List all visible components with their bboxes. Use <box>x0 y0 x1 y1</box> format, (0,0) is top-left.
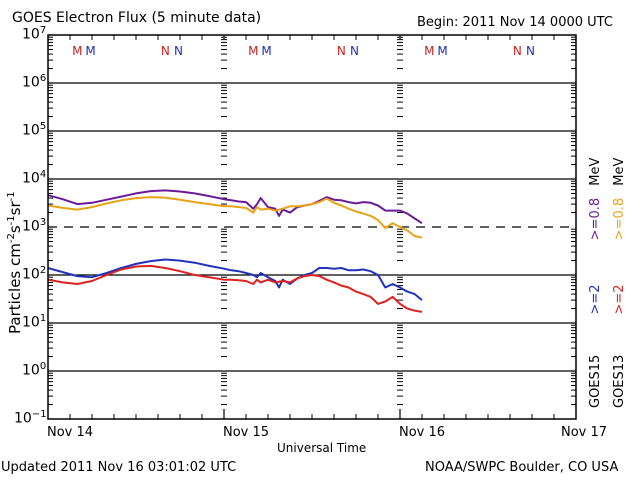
x-tick-label: Nov 17 <box>561 425 608 440</box>
marker-n: N <box>350 44 359 58</box>
y-tick-exponent: 1 <box>39 313 47 324</box>
y-tick-label: 103 <box>22 217 46 235</box>
axis-ticks <box>48 35 576 419</box>
y-tick-label: 100 <box>22 361 46 379</box>
marker-n: N <box>161 44 170 58</box>
y-tick-base: 10 <box>22 170 40 187</box>
y-tick-label: 104 <box>22 169 46 187</box>
y-tick-label: 105 <box>22 121 46 139</box>
x-tick-label: Nov 15 <box>223 425 270 440</box>
legend-goes15-sat: GOES15 <box>588 354 603 408</box>
series-line-goes15-2-mev <box>47 258 423 301</box>
marker-n: N <box>513 44 522 58</box>
x-tick-label: Nov 14 <box>47 425 94 440</box>
series-layer <box>47 189 423 313</box>
marker-m: M <box>85 44 95 58</box>
y-tick-exponent: 2 <box>39 265 47 276</box>
y-axis-label-s: s <box>6 225 24 234</box>
y-tick-label: 107 <box>22 25 46 43</box>
legend-col-goes13: GOES13 >=2 >=0.8 MeV <box>612 158 627 408</box>
y-tick-label: 10−1 <box>14 409 47 427</box>
y-axis-label-exp3: -1 <box>6 191 17 202</box>
y-tick-base: 10 <box>22 218 40 235</box>
marker-m: M <box>437 44 447 58</box>
legend-goes15-08mev: >=0.8 <box>588 197 603 241</box>
series-line-goes13-0-8-mev <box>47 196 423 239</box>
marker-n: N <box>174 44 183 58</box>
y-tick-exponent: 3 <box>39 217 47 228</box>
y-tick-base: 10 <box>22 266 40 283</box>
y-tick-exponent: 5 <box>39 121 47 132</box>
grid-lines <box>48 82 576 372</box>
y-tick-label: 102 <box>22 265 46 283</box>
y-axis-label-main: Particles cm <box>6 243 24 334</box>
chart-title: GOES Electron Flux (5 minute data) <box>12 10 262 26</box>
marker-m: M <box>72 44 82 58</box>
legend-goes13-unit: MeV <box>612 157 627 186</box>
y-axis-label-exp1: -2 <box>6 233 17 244</box>
series-line-goes13-2-mev <box>47 264 423 313</box>
legend-goes15-unit: MeV <box>588 157 603 186</box>
legend-goes15-2mev: >=2 <box>588 284 603 315</box>
footer-source: NOAA/SWPC Boulder, CO USA <box>425 460 619 475</box>
y-tick-base: 10 <box>22 74 40 91</box>
y-tick-exponent: 4 <box>39 169 47 180</box>
marker-m: M <box>424 44 434 58</box>
y-tick-base: 10 <box>22 26 40 43</box>
y-axis-label-exp2: -1 <box>6 215 17 226</box>
footer-updated: Updated 2011 Nov 16 03:01:02 UTC <box>1 460 237 475</box>
plot-frame <box>47 34 577 420</box>
x-axis-label: Universal Time <box>277 441 367 455</box>
y-tick-base: 10 <box>22 122 40 139</box>
marker-n: N <box>526 44 535 58</box>
legend-goes13-2mev: >=2 <box>612 284 627 315</box>
y-tick-exponent: 6 <box>39 73 47 84</box>
y-tick-label: 101 <box>22 313 46 331</box>
y-tick-base: 10 <box>22 362 40 379</box>
marker-m: M <box>248 44 258 58</box>
legend-col-goes15: GOES15 >=2 >=0.8 MeV <box>588 158 603 408</box>
begin-label: Begin: 2011 Nov 14 0000 UTC <box>417 15 613 30</box>
marker-m: M <box>261 44 271 58</box>
y-tick-base: 10 <box>14 410 32 427</box>
series-line-goes15-0-8-mev <box>47 189 423 225</box>
marker-n: N <box>337 44 346 58</box>
y-tick-exponent: 7 <box>39 25 47 36</box>
legend-goes13-sat: GOES13 <box>612 354 627 408</box>
y-axis-label: Particles cm-2s-1sr-1 <box>6 191 24 334</box>
y-axis-label-sr: sr <box>6 201 24 216</box>
x-tick-label: Nov 16 <box>399 425 446 440</box>
y-tick-base: 10 <box>22 314 40 331</box>
y-tick-exponent: −1 <box>31 409 47 420</box>
y-tick-label: 106 <box>22 73 46 91</box>
legend-goes13-08mev: >=0.8 <box>612 197 627 241</box>
y-tick-exponent: 0 <box>39 361 47 372</box>
